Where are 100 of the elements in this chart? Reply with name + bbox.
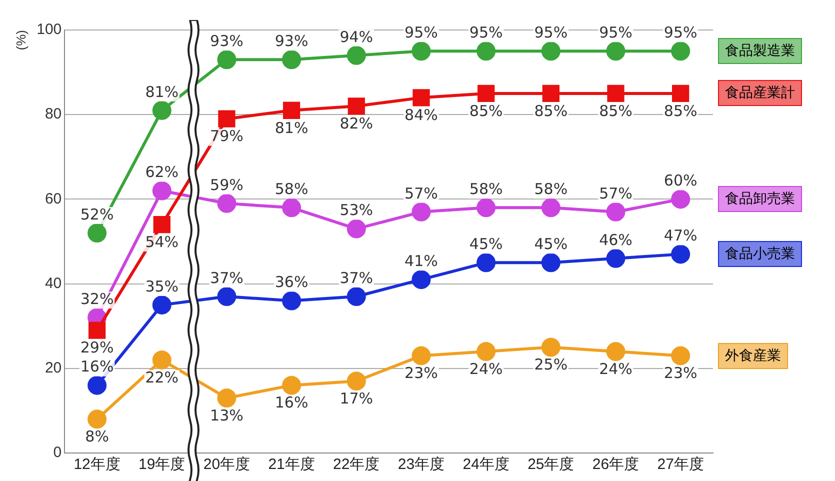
text: 食品小売業 [718, 241, 802, 268]
point [412, 270, 431, 290]
point [476, 198, 496, 218]
point [218, 110, 236, 128]
point [88, 376, 107, 395]
point [152, 350, 172, 370]
data-label: 57% [599, 184, 632, 202]
point [412, 202, 431, 222]
point [88, 410, 107, 429]
point [348, 98, 365, 115]
point [152, 100, 172, 120]
data-label: 84% [404, 106, 438, 124]
data-label: 37% [340, 268, 374, 287]
point [606, 42, 626, 61]
point [282, 198, 302, 218]
point [88, 224, 107, 243]
point [476, 42, 496, 61]
data-label: 85% [534, 102, 568, 120]
text: 食品製造業 [718, 38, 802, 64]
point [217, 194, 236, 213]
data-label: 95% [599, 24, 632, 42]
data-label: 45% [469, 235, 503, 254]
data-label: 81% [274, 118, 308, 137]
data-label: 82% [340, 114, 374, 133]
data-label: 23% [404, 364, 438, 382]
data-label: 81% [145, 82, 179, 101]
data-label: 23% [664, 364, 698, 382]
data-label: 62% [145, 163, 179, 182]
x-tick-label: 25年度 [528, 456, 574, 474]
point [152, 181, 172, 200]
point [88, 322, 106, 339]
data-label: 85% [664, 102, 698, 120]
x-tick-label: 22年度 [333, 456, 380, 474]
data-label: 85% [469, 102, 503, 120]
data-label: 47% [664, 226, 698, 245]
x-tick-label: 19年度 [138, 456, 186, 474]
point [153, 216, 170, 234]
data-label: 37% [210, 268, 244, 287]
data-label: 41% [404, 252, 438, 270]
data-label: 94% [340, 28, 374, 46]
y-tick-label: 20 [44, 360, 62, 377]
y-tick-label: 40 [44, 274, 62, 292]
data-label: 35% [145, 277, 179, 296]
point [412, 346, 431, 366]
y-axis-title: (%) [13, 30, 28, 50]
point [282, 50, 302, 70]
point [476, 342, 496, 361]
point [282, 291, 302, 310]
point [541, 198, 560, 218]
point [412, 89, 430, 106]
point [476, 253, 496, 272]
data-label: 79% [210, 127, 244, 146]
data-label: 25% [534, 356, 568, 374]
data-label: 58% [469, 180, 503, 198]
data-label: 93% [274, 32, 308, 50]
x-tick-label: 20年度 [203, 456, 250, 474]
data-label: 16% [80, 358, 114, 376]
data-label: 22% [145, 368, 179, 386]
x-tick-label: 21年度 [268, 456, 315, 474]
point [346, 219, 366, 238]
data-label: 29% [80, 338, 114, 357]
point [671, 244, 690, 264]
y-tick-label: 80 [44, 106, 62, 123]
point [607, 84, 624, 102]
point [542, 84, 560, 102]
x-tick-label: 24年度 [462, 456, 510, 474]
data-label: 54% [145, 232, 179, 251]
point [606, 202, 626, 222]
text: 外食産業 [718, 342, 788, 369]
data-label: 95% [534, 24, 568, 42]
data-label: 95% [664, 24, 698, 42]
data-label: 13% [210, 406, 244, 424]
point [606, 248, 626, 268]
y-tick-label: 60 [44, 190, 62, 208]
point [282, 376, 302, 395]
data-label: 24% [599, 360, 632, 378]
data-label: 46% [599, 230, 632, 249]
point [217, 286, 236, 306]
point [346, 372, 366, 391]
data-label: 52% [80, 205, 114, 224]
point [412, 42, 431, 61]
x-tick-label: 23年度 [398, 456, 445, 474]
point [346, 286, 366, 306]
text: 食品卸売業 [718, 186, 802, 212]
data-label: 32% [80, 290, 114, 308]
data-label: 36% [274, 273, 308, 292]
x-tick-label: 12年度 [74, 456, 120, 474]
point [217, 388, 236, 408]
data-label: 95% [404, 24, 438, 42]
data-label: 58% [274, 180, 308, 198]
point [478, 84, 495, 102]
point [541, 253, 560, 272]
point [541, 42, 560, 61]
data-label: 16% [274, 394, 308, 412]
data-label: 58% [534, 180, 568, 198]
y-tick-label: 100 [36, 21, 62, 38]
point [671, 190, 690, 209]
point [671, 346, 690, 366]
point [671, 42, 690, 61]
x-tick-label: 27年度 [657, 456, 704, 474]
